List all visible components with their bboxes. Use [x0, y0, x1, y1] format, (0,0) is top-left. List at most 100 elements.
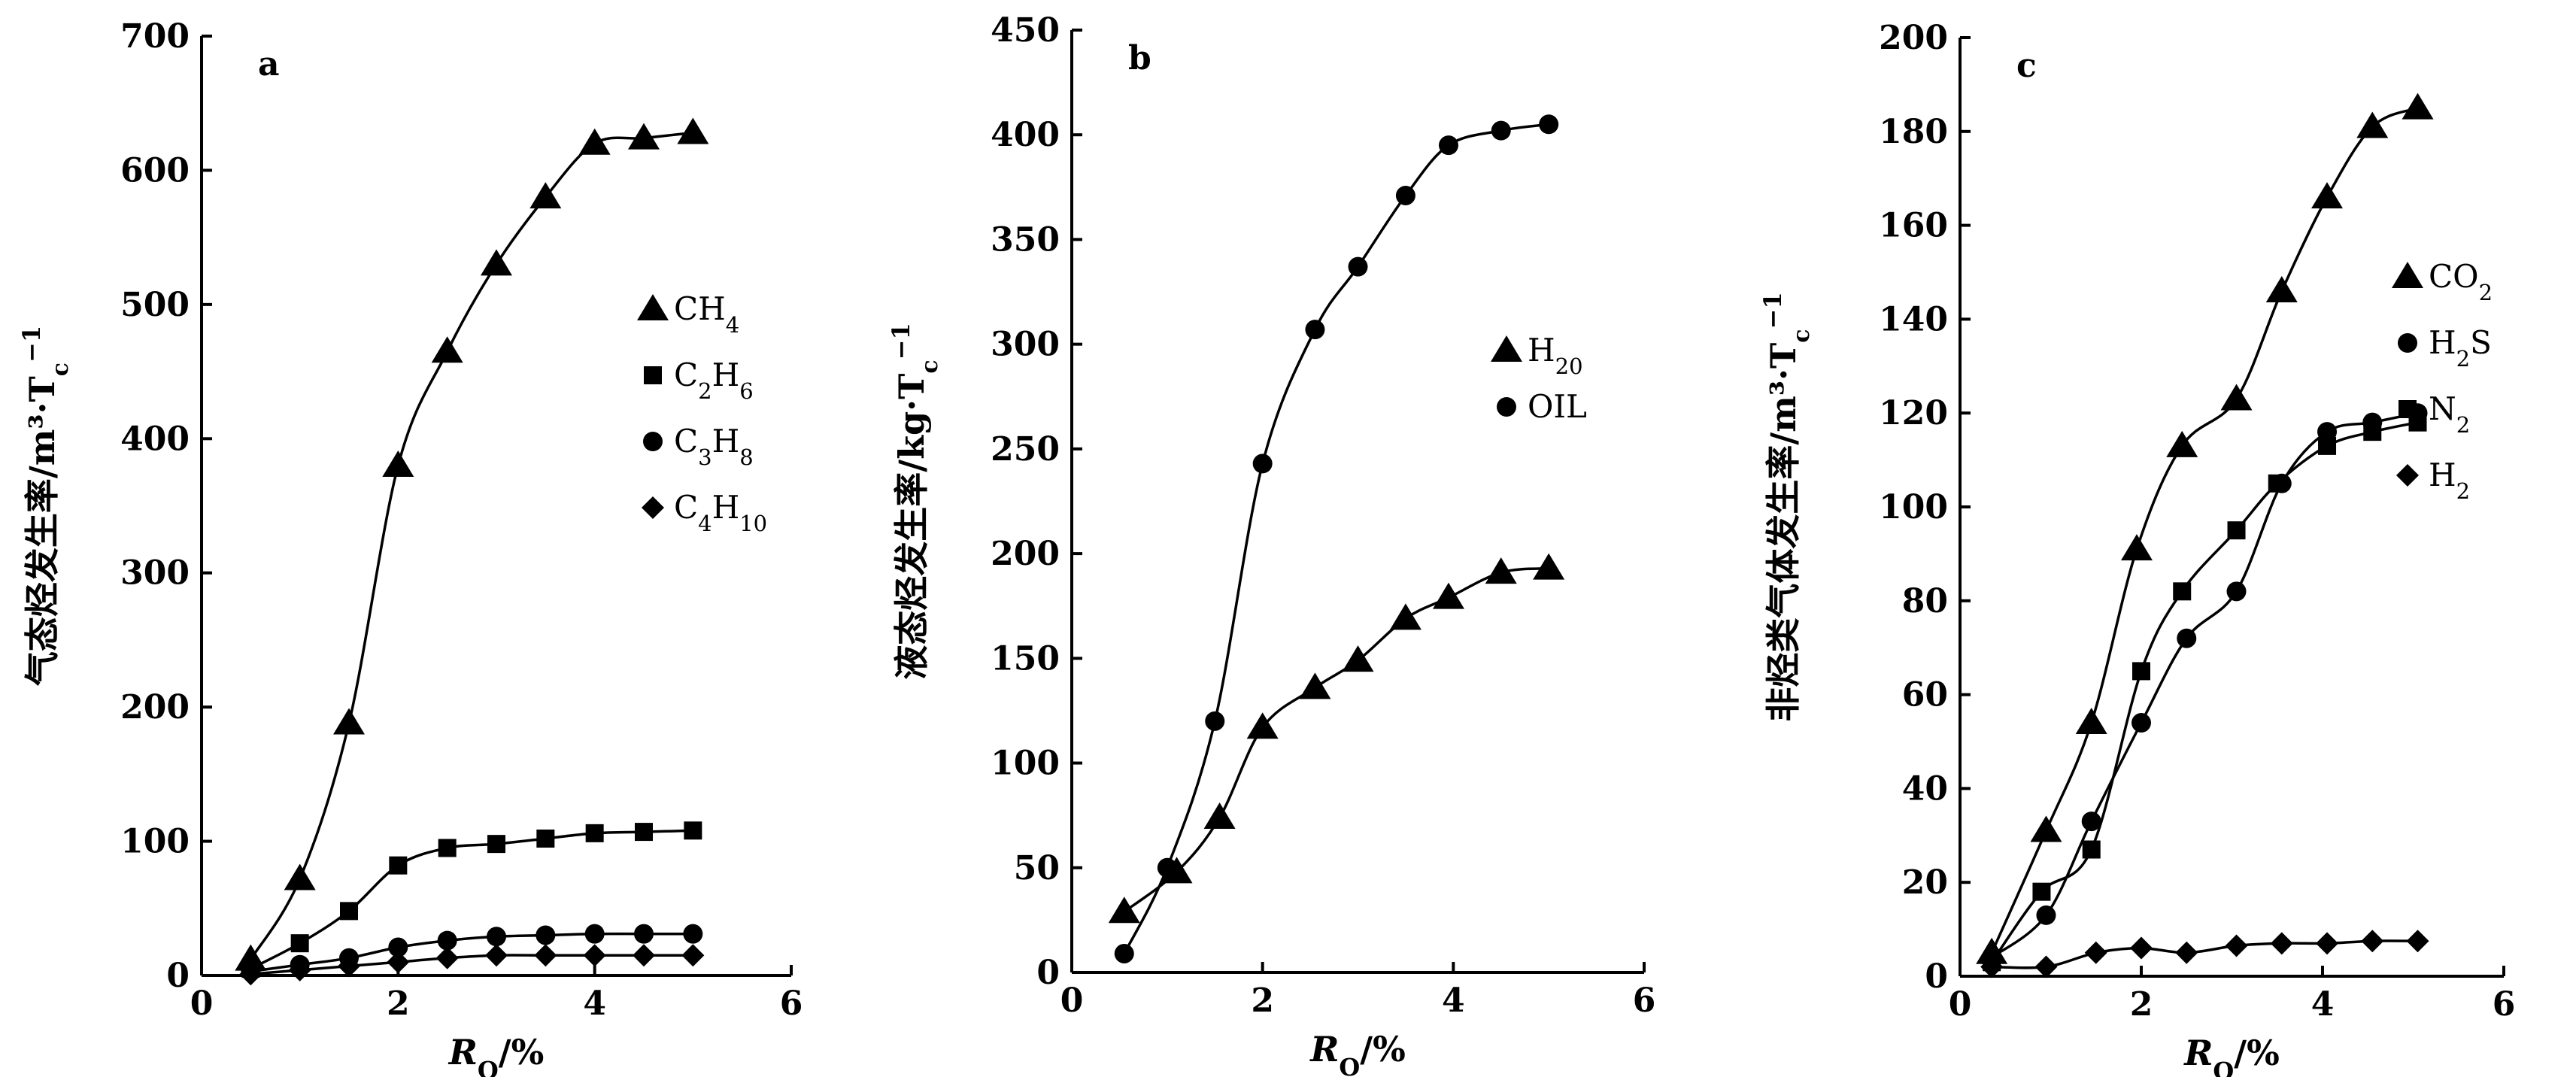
- y-axis-title: 气态烃发生率/m³·Tc−1: [17, 326, 74, 686]
- data-point: [2132, 662, 2150, 681]
- y-tick-label: 120: [1879, 394, 1948, 432]
- data-point: [1114, 943, 1134, 963]
- data-point: [438, 839, 457, 857]
- legend-label: N2: [2429, 390, 2470, 438]
- data-point: [1157, 857, 1177, 878]
- data-point: [382, 450, 414, 477]
- x-tick-label: 4: [1442, 981, 1465, 1020]
- data-point: [2225, 934, 2248, 957]
- legend-label: OIL: [1528, 388, 1587, 425]
- series-line: [1990, 106, 2419, 954]
- legend-label: C2H6: [674, 356, 754, 404]
- data-point: [2220, 384, 2253, 411]
- y-tick-label: 100: [1879, 488, 1948, 526]
- series-line: [1123, 566, 1549, 913]
- y-tick-label: 100: [991, 745, 1060, 783]
- data-point: [536, 830, 555, 848]
- legend-item: CH4: [637, 290, 739, 338]
- series-3: [239, 944, 705, 986]
- data-point: [485, 944, 508, 967]
- x-tick-label: 0: [190, 984, 214, 1023]
- panel-label: a: [258, 45, 280, 83]
- data-point: [1389, 603, 1422, 630]
- legend-item: CO2: [2392, 258, 2493, 305]
- data-point: [2177, 628, 2197, 648]
- y-tick-label: 0: [166, 957, 190, 995]
- data-point: [529, 182, 562, 209]
- y-tick-label: 500: [120, 286, 190, 324]
- legend-item: H2: [2396, 457, 2470, 504]
- legend-label: CO2: [2429, 258, 2493, 305]
- y-tick-label: 180: [1879, 113, 1948, 151]
- series-line: [1991, 411, 2418, 959]
- data-point: [2265, 275, 2298, 302]
- data-point: [2166, 430, 2198, 457]
- data-point: [684, 821, 702, 840]
- series-line: [250, 829, 693, 970]
- data-point: [2311, 182, 2344, 209]
- panel-label: b: [1128, 39, 1151, 77]
- data-point: [2175, 941, 2198, 964]
- y-tick-label: 200: [120, 688, 190, 727]
- y-tick-label: 80: [1902, 582, 1948, 620]
- legend-label: H20: [1528, 332, 1583, 379]
- x-tick-label: 2: [2130, 985, 2153, 1024]
- series-3: [1980, 930, 2429, 978]
- data-point: [2173, 582, 2192, 601]
- y-tick-label: 160: [1879, 207, 1948, 245]
- series-0: [235, 117, 709, 971]
- series-1: [1982, 403, 2428, 968]
- data-point: [1438, 135, 1458, 156]
- data-point: [431, 336, 463, 363]
- series-line: [1990, 420, 2418, 963]
- y-tick-label: 0: [1036, 954, 1060, 992]
- panel-a: 0 100 200 300 400 500 600 700 0 2 4 6 RO/% 气态烃发生率/m³·…: [17, 17, 803, 1077]
- data-point: [435, 946, 459, 969]
- y-tick-label: 20: [1902, 863, 1948, 902]
- data-point: [1246, 712, 1279, 739]
- panel-b: 0 50 100 150 200 250 300 350 400 450 0 2 4 6 RO/% 液态烃发生…: [887, 11, 1655, 1077]
- legend-item: C2H6: [644, 356, 754, 404]
- data-point: [628, 123, 660, 150]
- data-point: [1491, 120, 1511, 141]
- legend-marker: [2392, 262, 2423, 288]
- data-point: [583, 944, 606, 967]
- legend-label: C4H10: [674, 489, 767, 536]
- y-tick-label: 400: [991, 116, 1060, 154]
- y-tick-label: 200: [1879, 19, 1948, 57]
- legend-label: H2S: [2429, 324, 2492, 372]
- y-tick-label: 0: [1925, 957, 1948, 996]
- data-point: [1342, 645, 1374, 672]
- y-tick-label: 100: [120, 823, 190, 861]
- data-point: [2082, 840, 2101, 859]
- x-axis-title: RO/%: [2183, 1033, 2280, 1077]
- y-tick-label: 450: [991, 11, 1060, 50]
- series-line: [1123, 123, 1549, 954]
- y-tick-label: 600: [120, 151, 190, 190]
- data-point: [2120, 534, 2153, 561]
- legend-marker: [637, 294, 669, 320]
- series-0: [1108, 553, 1565, 924]
- data-point: [2131, 713, 2151, 733]
- data-point: [338, 954, 360, 978]
- legend-marker: [1497, 397, 1516, 417]
- x-axis-title: RO/%: [448, 1032, 545, 1077]
- series-2: [1983, 413, 2427, 972]
- data-point: [1348, 256, 1368, 277]
- data-point: [1395, 185, 1415, 205]
- data-point: [2075, 708, 2107, 735]
- y-tick-label: 50: [1014, 849, 1060, 887]
- legend-label: CH4: [674, 290, 739, 338]
- x-tick-label: 6: [2493, 985, 2516, 1024]
- data-point: [2402, 93, 2434, 120]
- data-point: [2363, 423, 2382, 441]
- data-point: [2316, 932, 2339, 955]
- data-point: [487, 927, 506, 947]
- data-point: [387, 951, 410, 974]
- y-tick-label: 60: [1902, 676, 1948, 714]
- data-point: [2318, 436, 2337, 455]
- data-point: [634, 924, 654, 944]
- legend-marker: [2398, 333, 2417, 353]
- y-tick-label: 140: [1879, 300, 1948, 338]
